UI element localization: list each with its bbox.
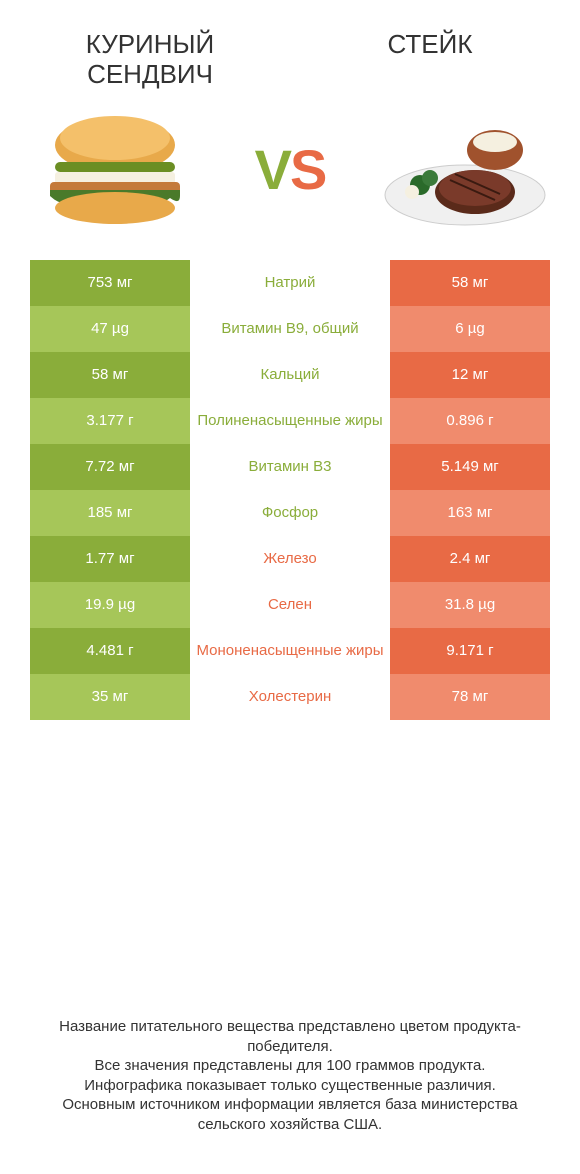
table-row: 4.481 гМононенасыщенные жиры9.171 г <box>30 628 550 674</box>
cell-nutrient-label: Натрий <box>190 260 390 306</box>
cell-left-value: 1.77 мг <box>30 536 190 582</box>
cell-left-value: 35 мг <box>30 674 190 720</box>
cell-right-value: 2.4 мг <box>390 536 550 582</box>
cell-left-value: 185 мг <box>30 490 190 536</box>
footer-notes: Название питательного вещества представл… <box>0 1017 580 1134</box>
footer-line-3: Инфографика показывает только существенн… <box>30 1076 550 1096</box>
footer-line-2: Все значения представлены для 100 граммо… <box>30 1056 550 1076</box>
vs-v: V <box>255 138 290 201</box>
cell-nutrient-label: Холестерин <box>190 674 390 720</box>
cell-left-value: 47 µg <box>30 306 190 352</box>
cell-nutrient-label: Мононенасыщенные жиры <box>190 628 390 674</box>
table-row: 753 мгНатрий58 мг <box>30 260 550 306</box>
cell-right-value: 163 мг <box>390 490 550 536</box>
table-row: 3.177 гПолиненасыщенные жиры0.896 г <box>30 398 550 444</box>
cell-nutrient-label: Селен <box>190 582 390 628</box>
cell-left-value: 3.177 г <box>30 398 190 444</box>
cell-right-value: 5.149 мг <box>390 444 550 490</box>
cell-right-value: 58 мг <box>390 260 550 306</box>
cell-left-value: 4.481 г <box>30 628 190 674</box>
cell-left-value: 753 мг <box>30 260 190 306</box>
vs-s: S <box>290 138 325 201</box>
table-row: 47 µgВитамин B9, общий6 µg <box>30 306 550 352</box>
images-row: VS <box>0 100 580 260</box>
title-left: КУРИНЫЙ СЕНДВИЧ <box>50 30 250 90</box>
title-right: СТЕЙК <box>330 30 530 60</box>
cell-nutrient-label: Витамин B3 <box>190 444 390 490</box>
cell-right-value: 9.171 г <box>390 628 550 674</box>
cell-nutrient-label: Полиненасыщенные жиры <box>190 398 390 444</box>
table-row: 35 мгХолестерин78 мг <box>30 674 550 720</box>
cell-nutrient-label: Кальций <box>190 352 390 398</box>
footer-line-4: Основным источником информации является … <box>30 1095 550 1134</box>
cell-right-value: 31.8 µg <box>390 582 550 628</box>
table-row: 1.77 мгЖелезо2.4 мг <box>30 536 550 582</box>
cell-left-value: 58 мг <box>30 352 190 398</box>
cell-right-value: 6 µg <box>390 306 550 352</box>
table-row: 19.9 µgСелен31.8 µg <box>30 582 550 628</box>
cell-left-value: 7.72 мг <box>30 444 190 490</box>
cell-nutrient-label: Железо <box>190 536 390 582</box>
sandwich-image <box>30 110 200 230</box>
vs-label: VS <box>255 137 326 202</box>
cell-left-value: 19.9 µg <box>30 582 190 628</box>
header: КУРИНЫЙ СЕНДВИЧ СТЕЙК <box>0 0 580 100</box>
nutrition-table: 753 мгНатрий58 мг47 µgВитамин B9, общий6… <box>0 260 580 720</box>
cell-right-value: 78 мг <box>390 674 550 720</box>
table-row: 185 мгФосфор163 мг <box>30 490 550 536</box>
cell-right-value: 0.896 г <box>390 398 550 444</box>
footer-line-1: Название питательного вещества представл… <box>30 1017 550 1056</box>
cell-right-value: 12 мг <box>390 352 550 398</box>
cell-nutrient-label: Фосфор <box>190 490 390 536</box>
cell-nutrient-label: Витамин B9, общий <box>190 306 390 352</box>
table-row: 7.72 мгВитамин B35.149 мг <box>30 444 550 490</box>
steak-image <box>380 110 550 230</box>
table-row: 58 мгКальций12 мг <box>30 352 550 398</box>
